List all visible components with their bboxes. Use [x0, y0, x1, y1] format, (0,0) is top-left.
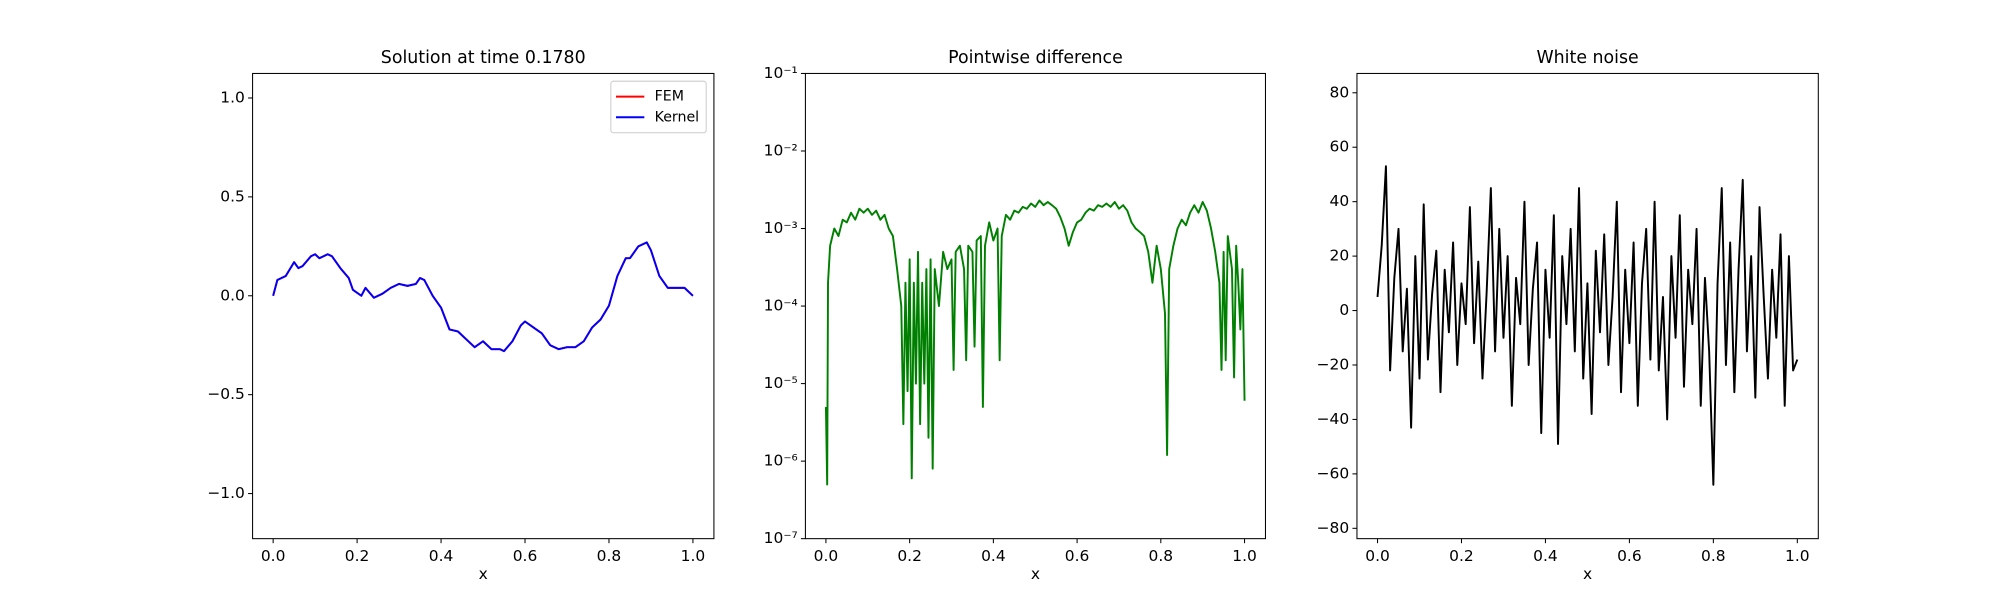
- y-tick-label: 0: [1339, 301, 1349, 319]
- y-tick-label: 10⁻⁷: [764, 529, 798, 547]
- x-tick-label: 0.6: [513, 547, 538, 565]
- axes: Pointwise difference x 0.0 0.2 0.4 0.6 0.8 1.0 1…: [764, 48, 1266, 583]
- y-tick-label: −40: [1317, 410, 1350, 428]
- x-tick-label: 0.0: [814, 547, 839, 565]
- legend-box: [610, 80, 707, 134]
- y-tick-label: 10⁻²: [764, 141, 798, 159]
- y-tick-label: 1.0: [220, 88, 245, 106]
- legend-label: FEM: [655, 89, 684, 105]
- axes: White noise x 0.0 0.2 0.4 0.6 0.8 1.0 −80 −60 −40 −…: [1317, 48, 1819, 583]
- x-axis-label: x: [1031, 565, 1040, 583]
- y-tick-label: −80: [1317, 519, 1350, 537]
- x-tick-label: 0.6: [1065, 547, 1090, 565]
- x-axis-label: x: [1583, 565, 1592, 583]
- x-tick-label: 0.8: [1149, 547, 1174, 565]
- axes-frame: [252, 72, 715, 540]
- y-tick-label: 20: [1330, 247, 1350, 265]
- y-tick-label: −20: [1317, 355, 1350, 373]
- x-tick-label: 0.4: [1533, 547, 1558, 565]
- x-tick-label: 0.6: [1617, 547, 1642, 565]
- x-tick-label: 0.2: [897, 547, 922, 565]
- y-tick-label: 10⁻³: [764, 219, 798, 237]
- data-line: [824, 199, 1246, 486]
- y-tick-label: 10⁻¹: [764, 64, 798, 82]
- axes: Solution at time 0.1780 x 0.0 0.2 0.4 0.6 0.8 1…: [207, 48, 715, 583]
- axes-frame: [1356, 72, 1819, 540]
- x-tick-label: 1.0: [1232, 547, 1257, 565]
- y-tick-label: 60: [1330, 138, 1350, 156]
- y-tick-label: 10⁻⁴: [764, 297, 798, 315]
- y-tick-label: 80: [1330, 83, 1350, 101]
- y-tick-label: −60: [1317, 464, 1350, 482]
- x-tick-label: 1.0: [681, 547, 706, 565]
- y-tick-label: 40: [1330, 192, 1350, 210]
- y-tick-label: −0.5: [207, 385, 245, 403]
- axes-title: White noise: [1536, 48, 1638, 68]
- data-line: [1376, 165, 1799, 486]
- x-tick-label: 1.0: [1785, 547, 1810, 565]
- x-tick-label: 0.0: [261, 547, 286, 565]
- axes-title: Solution at time 0.1780: [381, 48, 586, 68]
- y-tick-label: −1.0: [207, 484, 245, 502]
- y-tick-label: 0.5: [220, 187, 245, 205]
- y-tick-label: 10⁻⁶: [764, 452, 798, 470]
- x-tick-label: 0.2: [1449, 547, 1474, 565]
- x-tick-label: 0.0: [1365, 547, 1390, 565]
- x-tick-label: 0.2: [345, 547, 370, 565]
- data-line: [272, 241, 694, 353]
- axes-title: Pointwise difference: [948, 48, 1123, 68]
- x-tick-label: 0.4: [429, 547, 454, 565]
- x-tick-label: 0.4: [981, 547, 1006, 565]
- x-axis-label: x: [479, 565, 488, 583]
- y-tick-label: 10⁻⁵: [764, 374, 798, 392]
- x-tick-label: 0.8: [1701, 547, 1726, 565]
- legend: FEM Kernel: [610, 80, 707, 134]
- axes-frame: [804, 72, 1266, 540]
- y-tick-label: 0.0: [220, 286, 245, 304]
- x-tick-label: 0.8: [597, 547, 622, 565]
- legend-label: Kernel: [655, 109, 699, 125]
